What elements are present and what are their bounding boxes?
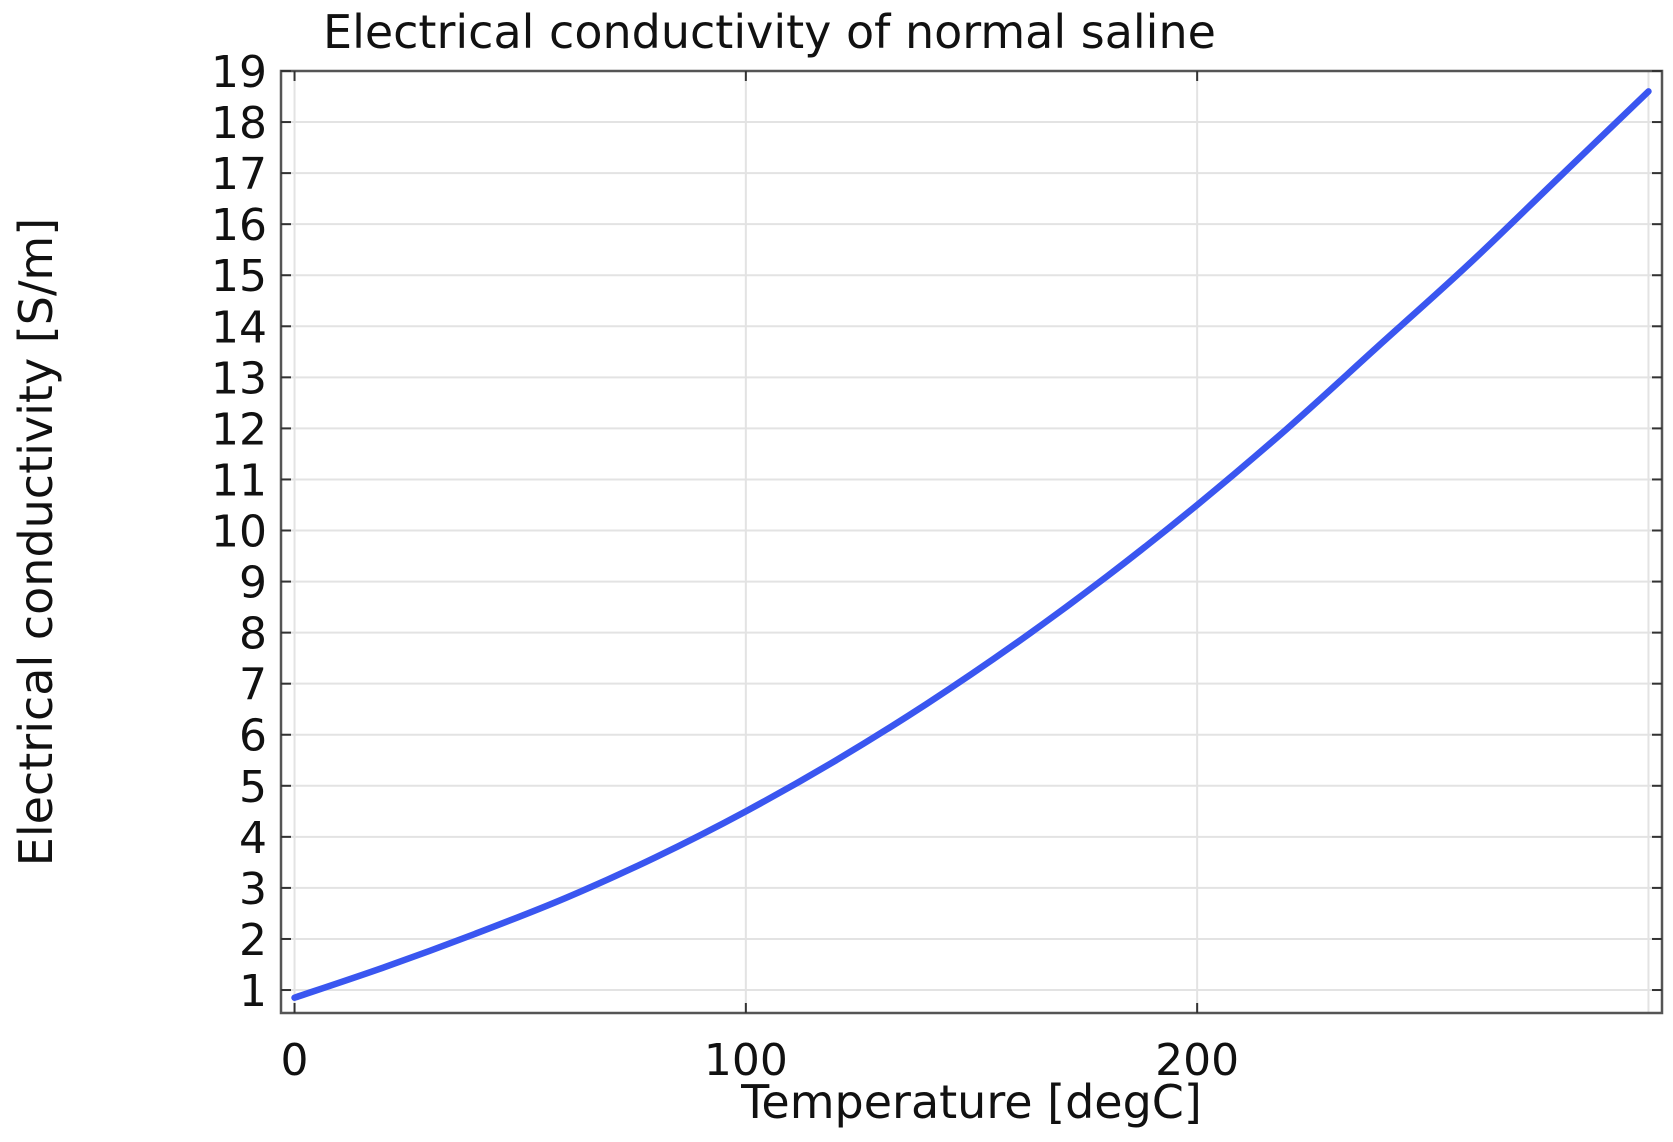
y-tick-label: 4 bbox=[239, 813, 267, 864]
y-axis-label: Electrical conductivity [S/m] bbox=[9, 218, 63, 866]
y-tick-label: 18 bbox=[211, 98, 267, 149]
y-tick-label: 15 bbox=[211, 251, 267, 302]
plot-frame bbox=[279, 69, 1664, 1015]
series-layer bbox=[291, 88, 1652, 1001]
y-tick-label: 17 bbox=[211, 149, 267, 200]
x-axis-label: Temperature [degC] bbox=[740, 1075, 1202, 1129]
y-tick-label: 8 bbox=[239, 609, 267, 660]
y-tick-label: 5 bbox=[239, 762, 267, 813]
y-tick-label: 1 bbox=[239, 966, 267, 1017]
y-tick-label: 13 bbox=[211, 353, 267, 404]
x-tick-label: 0 bbox=[281, 1035, 309, 1086]
y-tick-label: 7 bbox=[239, 660, 267, 711]
y-tick-label: 2 bbox=[239, 915, 267, 966]
y-tick-label: 11 bbox=[211, 455, 267, 506]
chart-title: Electrical conductivity of normal saline bbox=[323, 5, 1216, 59]
x-tick-label: 200 bbox=[1155, 1035, 1239, 1086]
y-tick-label: 14 bbox=[211, 302, 267, 353]
y-tick-label: 9 bbox=[239, 558, 267, 609]
y-tick-label: 12 bbox=[211, 404, 267, 455]
y-tick-label: 16 bbox=[211, 200, 267, 251]
series-line-0 bbox=[291, 88, 1652, 1001]
y-tick-label: 3 bbox=[239, 864, 267, 915]
y-tick-label: 10 bbox=[211, 507, 267, 558]
y-tick-label: 19 bbox=[211, 47, 267, 98]
y-tick-label: 6 bbox=[239, 711, 267, 762]
x-tick-label: 100 bbox=[704, 1035, 788, 1086]
